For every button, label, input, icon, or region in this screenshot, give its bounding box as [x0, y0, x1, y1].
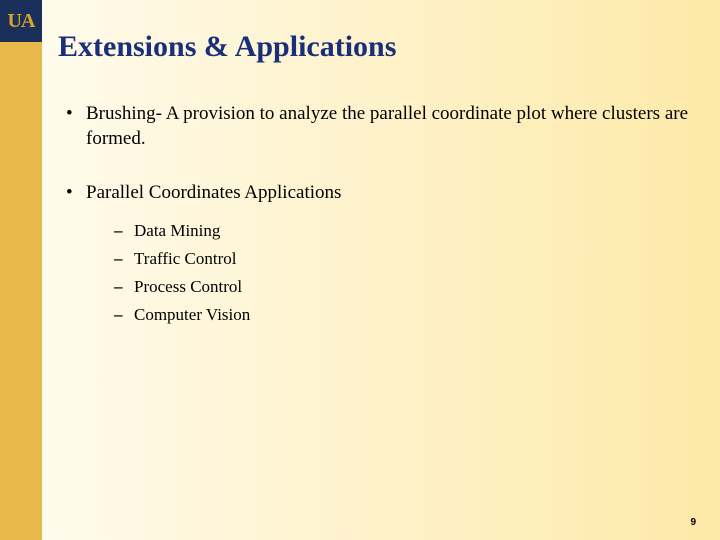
logo-box: UA [0, 0, 42, 42]
bullet-item: Parallel Coordinates Applications Data M… [62, 181, 690, 326]
content-area: Extensions & Applications Brushing- A pr… [58, 30, 690, 520]
slide-title: Extensions & Applications [58, 30, 690, 64]
sub-text: Data Mining [134, 221, 220, 240]
sub-text: Traffic Control [134, 249, 236, 268]
bullet-text: Brushing- A provision to analyze the par… [86, 103, 688, 149]
sub-item: Data Mining [110, 220, 690, 242]
sub-list: Data Mining Traffic Control Process Cont… [86, 220, 690, 326]
sub-text: Process Control [134, 277, 242, 296]
sub-item: Computer Vision [110, 304, 690, 326]
bullet-item: Brushing- A provision to analyze the par… [62, 102, 690, 151]
sub-item: Traffic Control [110, 248, 690, 270]
sub-item: Process Control [110, 276, 690, 298]
sub-text: Computer Vision [134, 305, 250, 324]
bullet-list: Brushing- A provision to analyze the par… [58, 102, 690, 326]
slide: UA Extensions & Applications Brushing- A… [0, 0, 720, 540]
page-number: 9 [690, 517, 696, 528]
logo-text: UA [8, 10, 35, 33]
sidebar-strip [0, 42, 42, 540]
bullet-text: Parallel Coordinates Applications [86, 182, 341, 203]
